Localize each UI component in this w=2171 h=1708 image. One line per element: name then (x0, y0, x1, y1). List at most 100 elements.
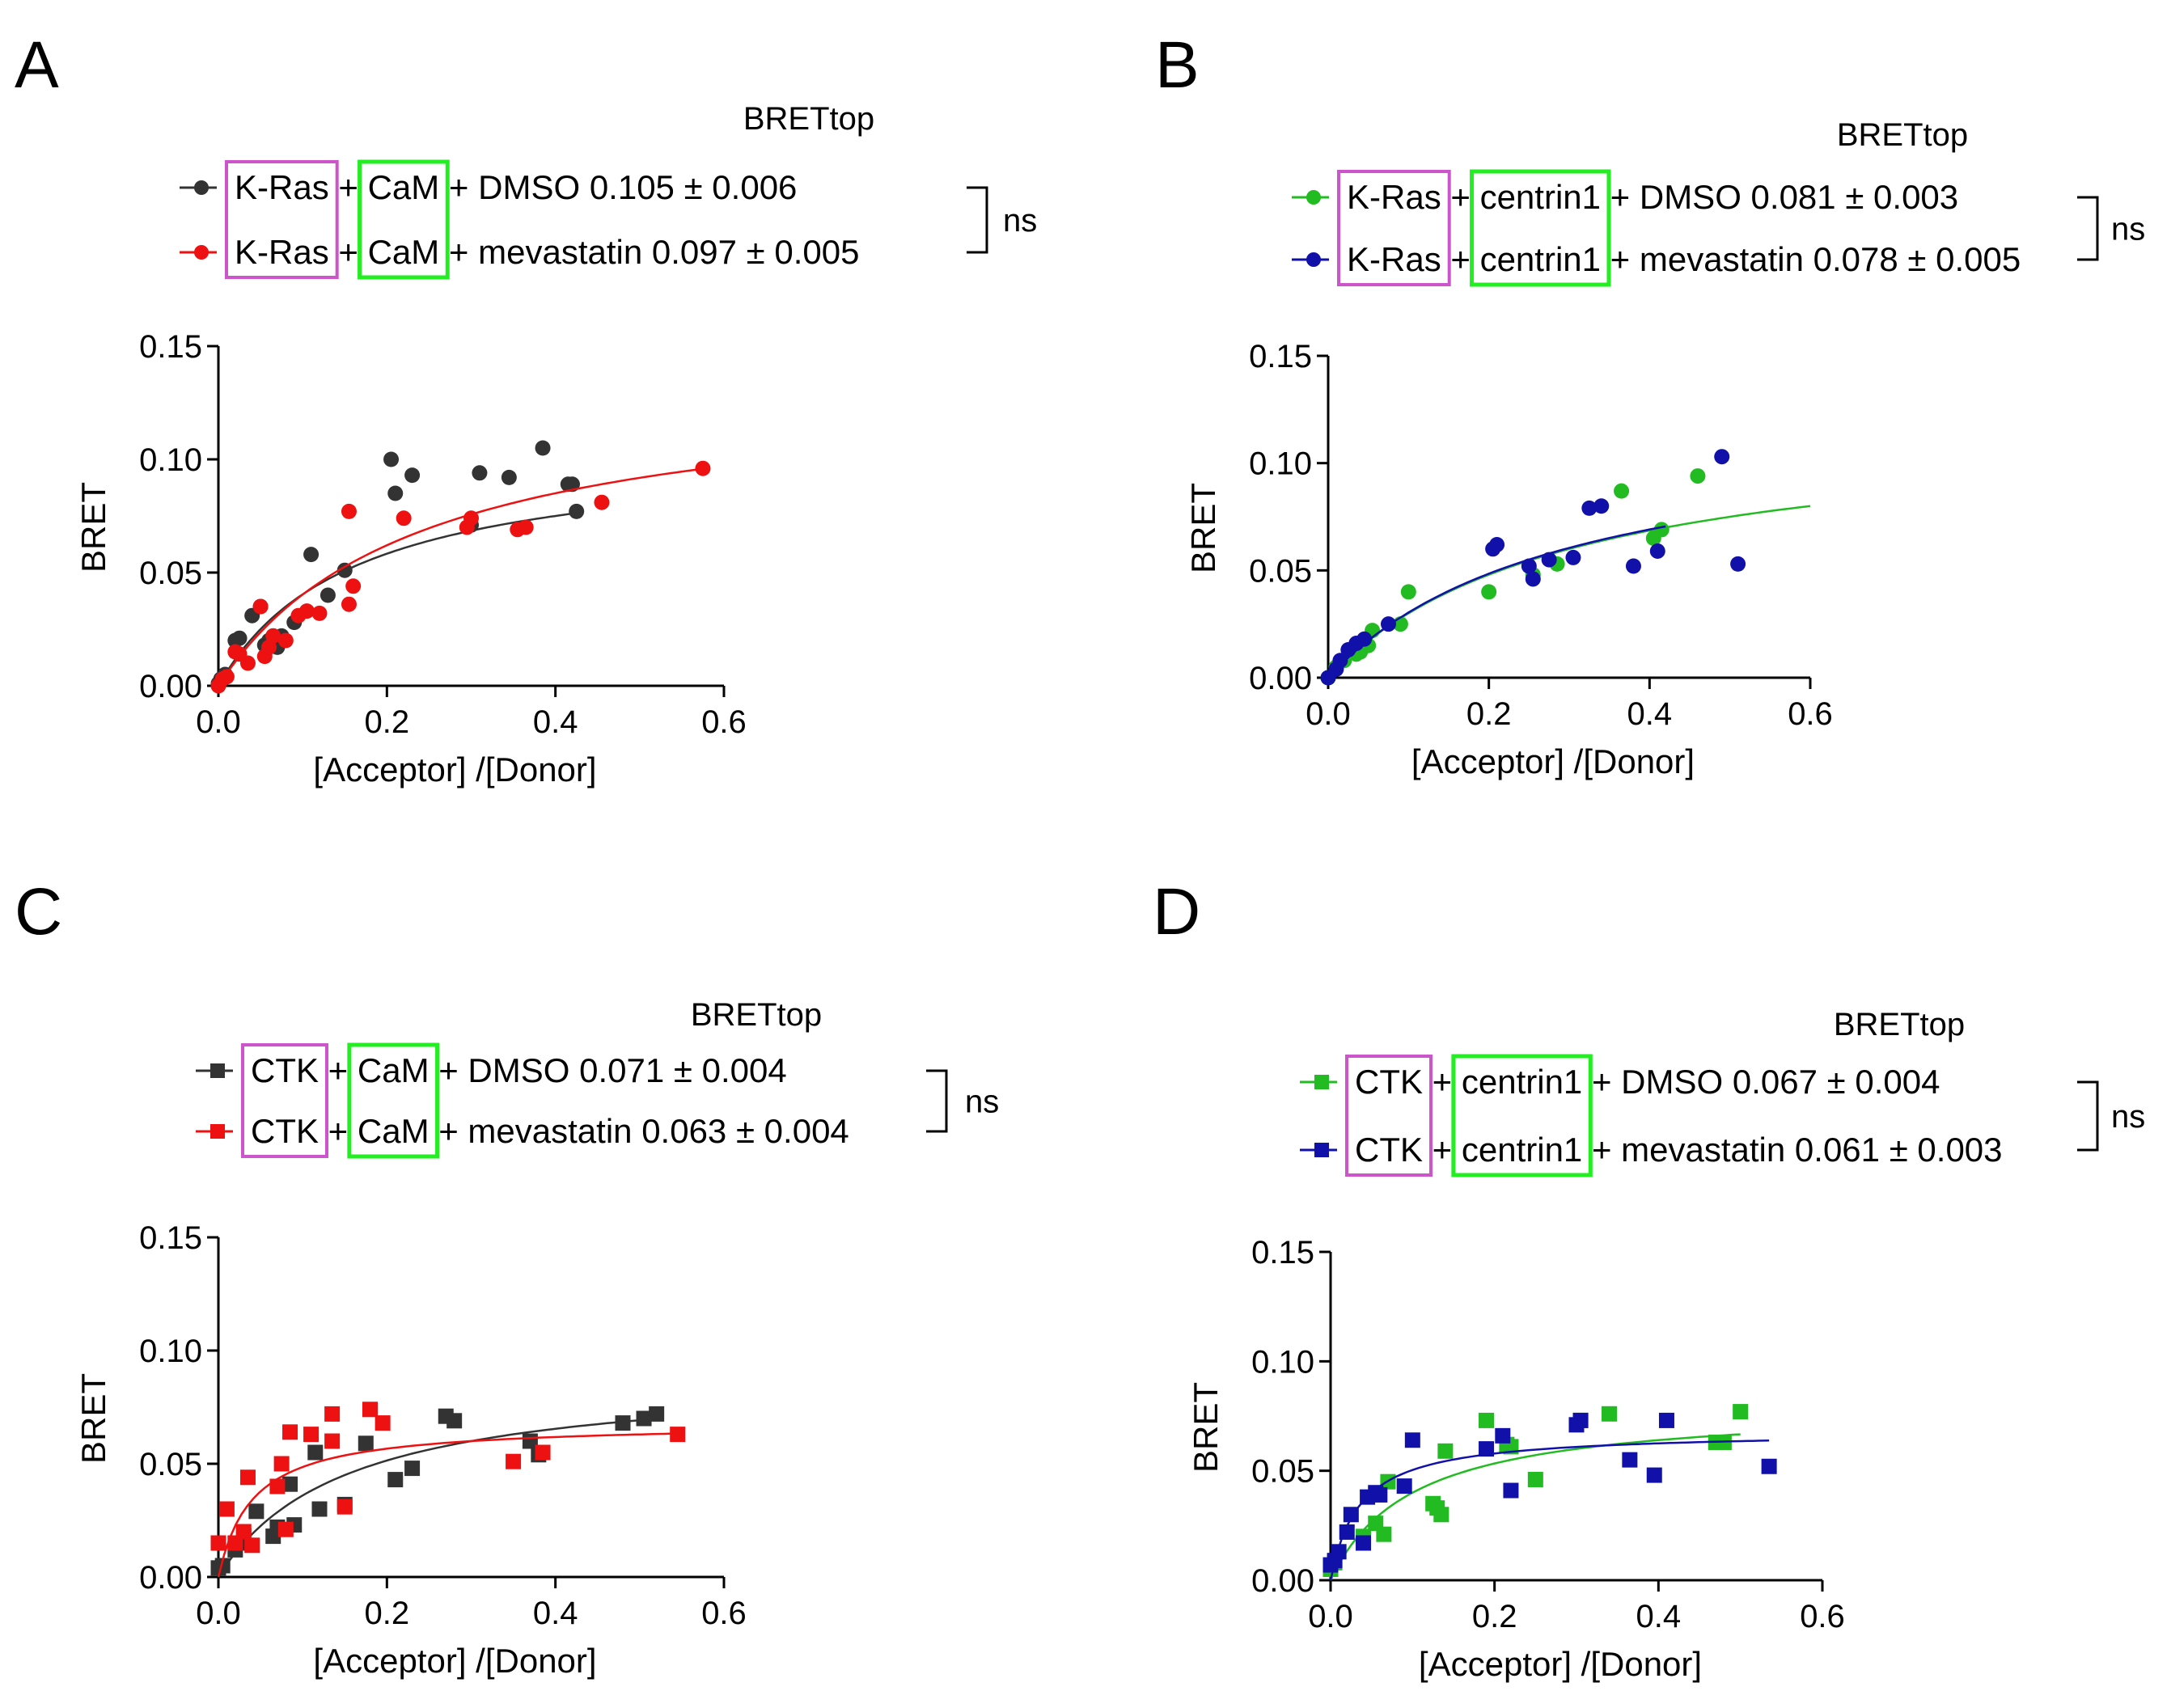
data-point (324, 1433, 341, 1449)
data-point (1690, 468, 1706, 484)
data-point (1541, 552, 1557, 568)
data-point (273, 1456, 290, 1472)
x-tick-label: 0.2 (365, 704, 410, 740)
data-point (387, 1472, 404, 1488)
x-tick-label: 0.4 (1636, 1599, 1682, 1634)
data-point (1653, 522, 1670, 538)
data-point (210, 1535, 226, 1551)
series (1322, 1412, 1777, 1581)
data-point (472, 465, 488, 481)
legend-row: K-Ras + CaM + mevastatin 0.097 ± 0.005 (180, 233, 859, 271)
x-tick-label: 0.2 (365, 1596, 410, 1631)
legend-acceptor: CaM (368, 233, 440, 271)
data-point (1437, 1443, 1454, 1459)
data-point (1658, 1412, 1674, 1428)
y-axis-label: BRET (74, 482, 112, 573)
legend-treatment: + mevastatin (439, 233, 652, 271)
data-point (252, 598, 269, 615)
data-point (1489, 536, 1505, 552)
legend-donor: CTK (1355, 1131, 1423, 1169)
x-tick-label: 0.6 (1788, 696, 1833, 732)
data-point (336, 562, 353, 578)
acceptor-highlight-box (1470, 169, 1611, 287)
data-point (1572, 1412, 1589, 1428)
axes: 0.0 0.2 0.4 0.6 0.00 0.05 0.10 0.15 [Acceptor] /… (74, 1220, 747, 1680)
data-point (277, 1521, 294, 1537)
axes: 0.0 0.2 0.4 0.6 0.00 0.05 0.10 0.15 [Acceptor] /… (1187, 1235, 1845, 1683)
legend-brettop-value: 0.061 ± 0.003 (1795, 1131, 2003, 1169)
legend-treatment: + mevastatin (1582, 1131, 1795, 1169)
x-tick-label: 0.0 (196, 1596, 241, 1631)
legend-plus: + (319, 1112, 358, 1150)
data-point (298, 603, 315, 619)
data-point (1495, 1427, 1511, 1444)
y-tick-label: 0.05 (139, 1447, 202, 1482)
legend-row: CTK + centrin1 + mevastatin 0.061 ± 0.00… (1300, 1131, 2003, 1169)
data-point (1404, 1432, 1420, 1448)
fit-curve (217, 1418, 657, 1578)
data-point (324, 1406, 341, 1422)
data-point (404, 467, 421, 484)
data-point (345, 578, 362, 594)
data-point (1525, 571, 1541, 587)
y-tick-label: 0.05 (139, 556, 202, 591)
data-point (1521, 558, 1537, 574)
legend-swatch-marker (210, 1124, 225, 1139)
data-point (1614, 483, 1630, 499)
legend-label: CTK + centrin1 + mevastatin 0.061 ± 0.00… (1355, 1131, 2003, 1169)
donor-highlight-box (241, 1043, 328, 1158)
data-point (396, 510, 412, 526)
panel-letter: B (1155, 28, 1200, 102)
legend-plus: + (319, 1051, 358, 1089)
legend-swatch-marker (1306, 252, 1321, 267)
legend-brettop-value: 0.078 ± 0.005 (1813, 240, 2021, 278)
data-point (1331, 1544, 1347, 1560)
x-tick-label: 0.2 (1466, 696, 1512, 732)
data-point (695, 460, 711, 476)
data-point (1602, 1406, 1618, 1422)
data-point (501, 469, 517, 485)
legend-row: CTK + CaM + mevastatin 0.063 ± 0.004 (196, 1112, 849, 1150)
data-point (615, 1415, 631, 1431)
fit-curve (1327, 505, 1811, 679)
y-axis-label: BRET (74, 1373, 112, 1464)
legend-treatment: + mevastatin (430, 1112, 642, 1150)
data-point (358, 1435, 374, 1452)
legend-treatment: + DMSO (439, 168, 590, 206)
x-axis-label: [Acceptor] /[Donor] (1411, 742, 1695, 780)
significance-label: ns (2111, 1099, 2145, 1135)
data-point (341, 503, 357, 519)
legend-donor: K-Ras (1347, 240, 1441, 278)
legend-plus: + (329, 233, 368, 271)
legend-treatment: + DMSO (1582, 1063, 1733, 1101)
legend-donor: K-Ras (1347, 178, 1441, 216)
significance-bracket (2077, 1080, 2099, 1152)
y-axis-label: BRET (1184, 483, 1222, 573)
data-point (244, 1537, 260, 1554)
data-point (1581, 500, 1598, 516)
legend-acceptor: centrin1 (1480, 178, 1601, 216)
data-point (1593, 498, 1610, 514)
y-tick-label: 0.00 (139, 1560, 202, 1596)
y-tick-label: 0.10 (1251, 1344, 1314, 1380)
legend-column-title: BRETtop (743, 101, 874, 137)
legend-brettop-value: 0.097 ± 0.005 (652, 233, 860, 271)
legend-brettop-value: 0.081 ± 0.003 (1751, 178, 1959, 216)
y-tick-label: 0.05 (1251, 1454, 1314, 1490)
legend-donor: CTK (251, 1112, 319, 1150)
data-point (518, 519, 534, 535)
series (210, 1406, 665, 1578)
data-point (1565, 549, 1581, 565)
legend-acceptor: CaM (358, 1112, 430, 1150)
data-point (1433, 1507, 1449, 1523)
acceptor-highlight-box (347, 1042, 440, 1159)
data-point (1396, 1478, 1412, 1494)
significance-label: ns (1003, 203, 1037, 239)
legend-column-title: BRETtop (1834, 1007, 1965, 1042)
x-tick-label: 0.4 (1627, 696, 1673, 732)
